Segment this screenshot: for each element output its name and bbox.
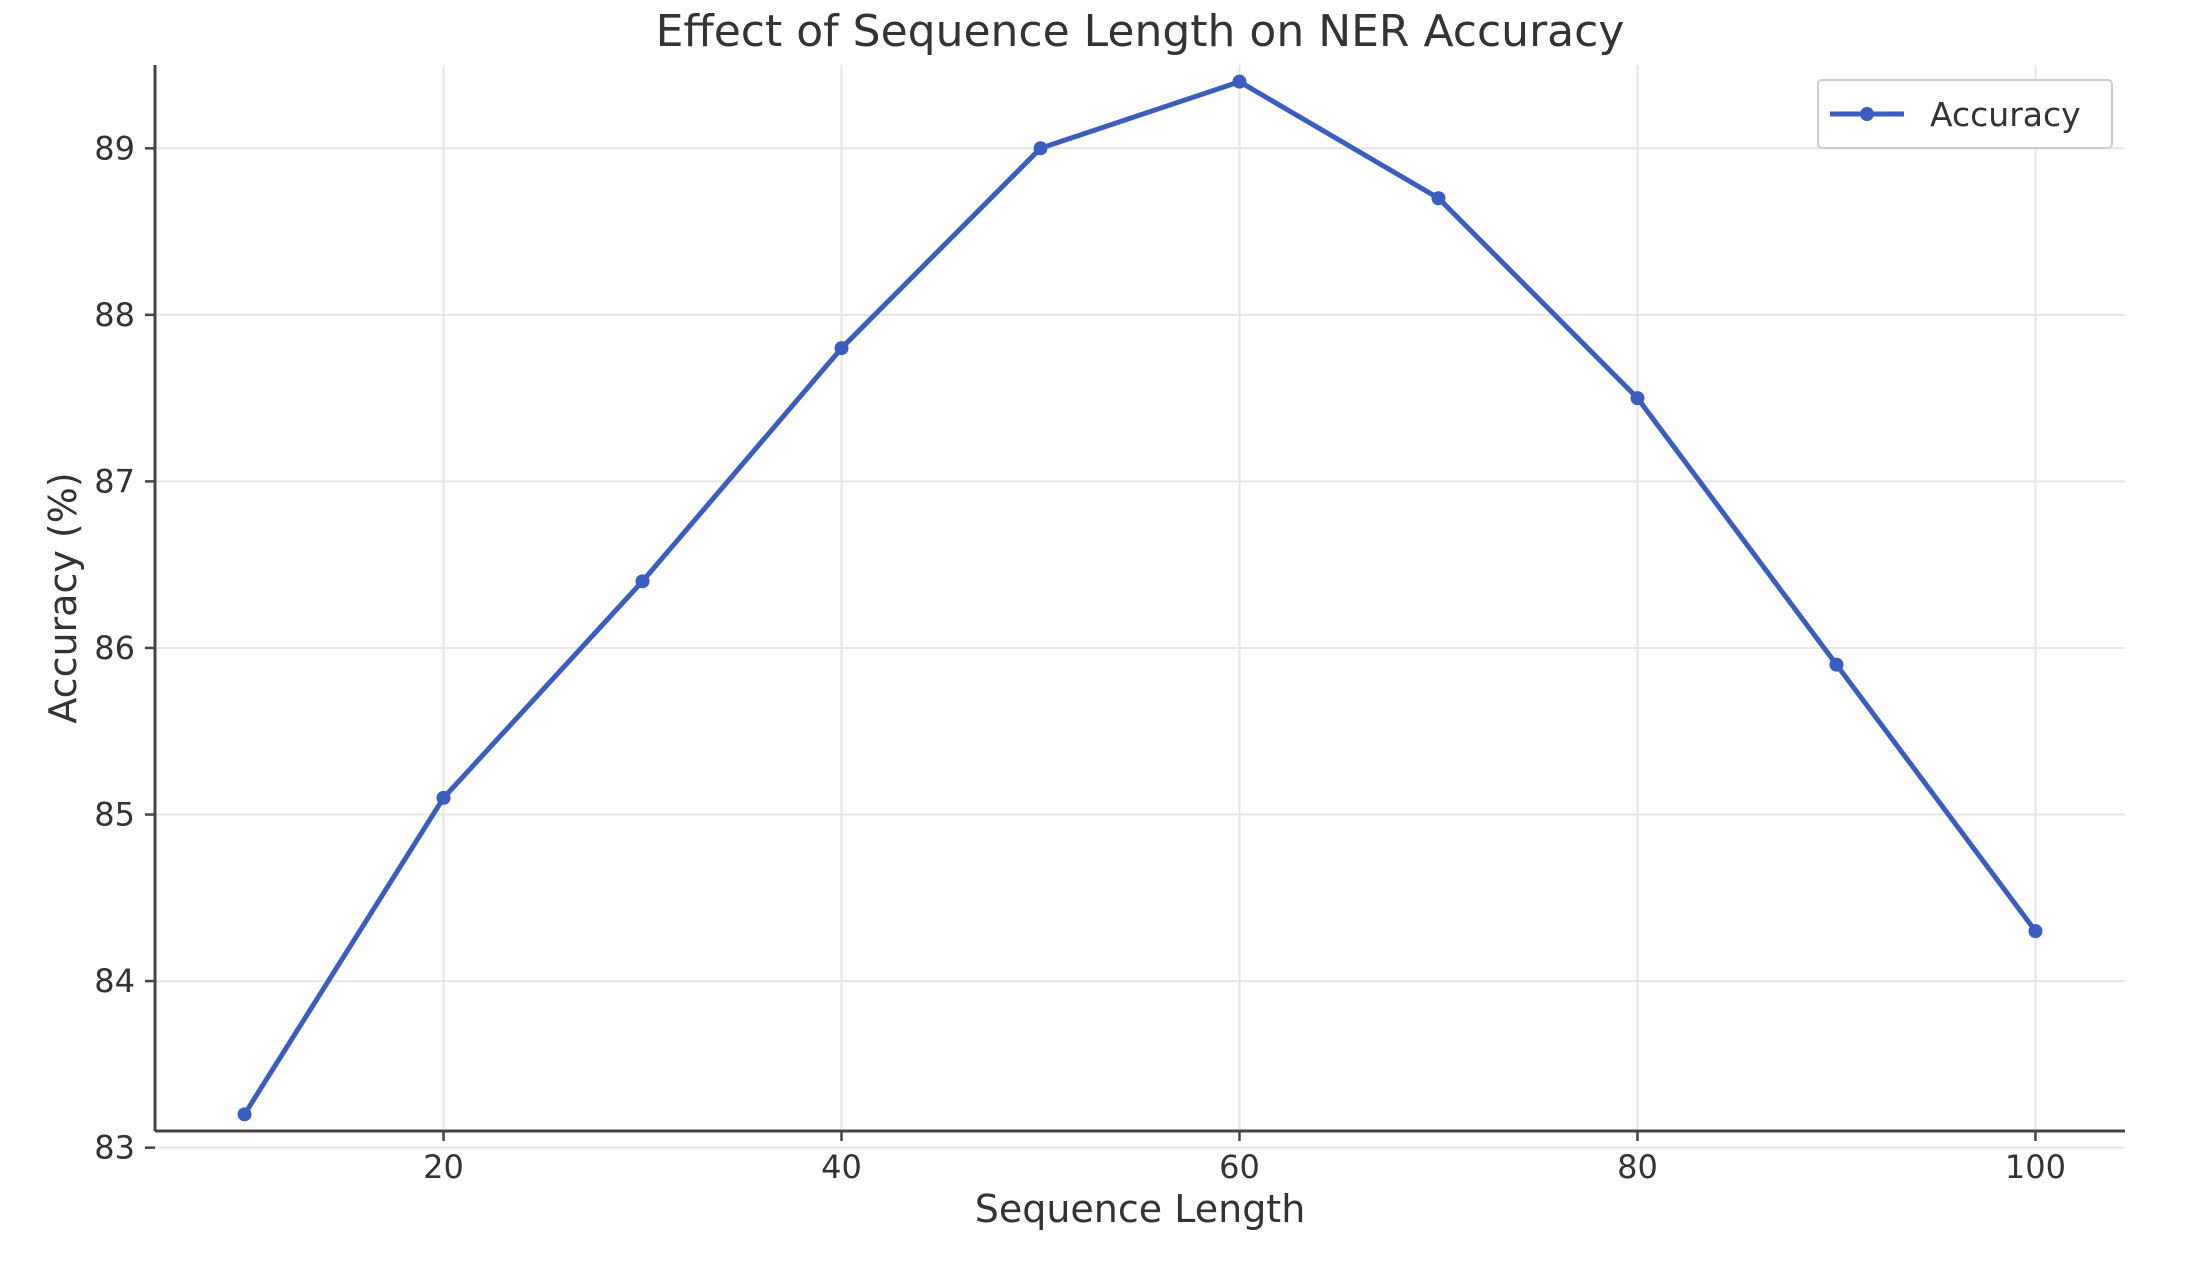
series-group bbox=[237, 74, 2043, 1122]
data-point bbox=[436, 790, 451, 805]
legend-label: Accuracy bbox=[1930, 95, 2081, 134]
x-tick-label: 60 bbox=[1219, 1148, 1260, 1186]
data-point bbox=[1829, 657, 1844, 672]
y-tick-label: 85 bbox=[94, 796, 135, 834]
data-point bbox=[1033, 141, 1048, 156]
y-tick-label: 88 bbox=[94, 296, 135, 334]
y-tick-label: 87 bbox=[94, 462, 135, 500]
x-tick-label: 20 bbox=[423, 1148, 464, 1186]
data-point bbox=[2028, 924, 2043, 939]
x-tick-label: 80 bbox=[1617, 1148, 1658, 1186]
y-tick-label: 89 bbox=[94, 129, 135, 167]
data-point bbox=[635, 574, 650, 589]
legend-box bbox=[1817, 79, 2113, 149]
data-point bbox=[1630, 391, 1645, 406]
grid-lines bbox=[155, 65, 2125, 1149]
y-axis-label: Accuracy (%) bbox=[41, 472, 85, 723]
x-tick-label: 100 bbox=[2005, 1148, 2066, 1186]
y-axis-ticks: 83 84 85 86 87 88 89 bbox=[94, 129, 155, 1167]
legend: Accuracy bbox=[1817, 79, 2113, 149]
axes bbox=[153, 65, 2125, 1133]
y-tick-label: 86 bbox=[94, 629, 135, 667]
data-point bbox=[1232, 74, 1247, 89]
series-line-accuracy bbox=[242, 79, 2038, 1117]
x-tick-label: 40 bbox=[821, 1148, 862, 1186]
x-axis-ticks: 20 40 60 80 100 bbox=[423, 1131, 2066, 1186]
x-axis-label: Sequence Length bbox=[975, 1187, 1306, 1231]
data-point bbox=[834, 341, 849, 356]
legend-marker-swatch bbox=[1860, 107, 1874, 121]
y-tick-label: 83 bbox=[94, 1129, 135, 1167]
chart-title: Effect of Sequence Length on NER Accurac… bbox=[656, 6, 1625, 57]
data-point bbox=[1431, 191, 1446, 206]
y-tick-label: 84 bbox=[94, 962, 135, 1000]
data-point bbox=[237, 1107, 252, 1122]
